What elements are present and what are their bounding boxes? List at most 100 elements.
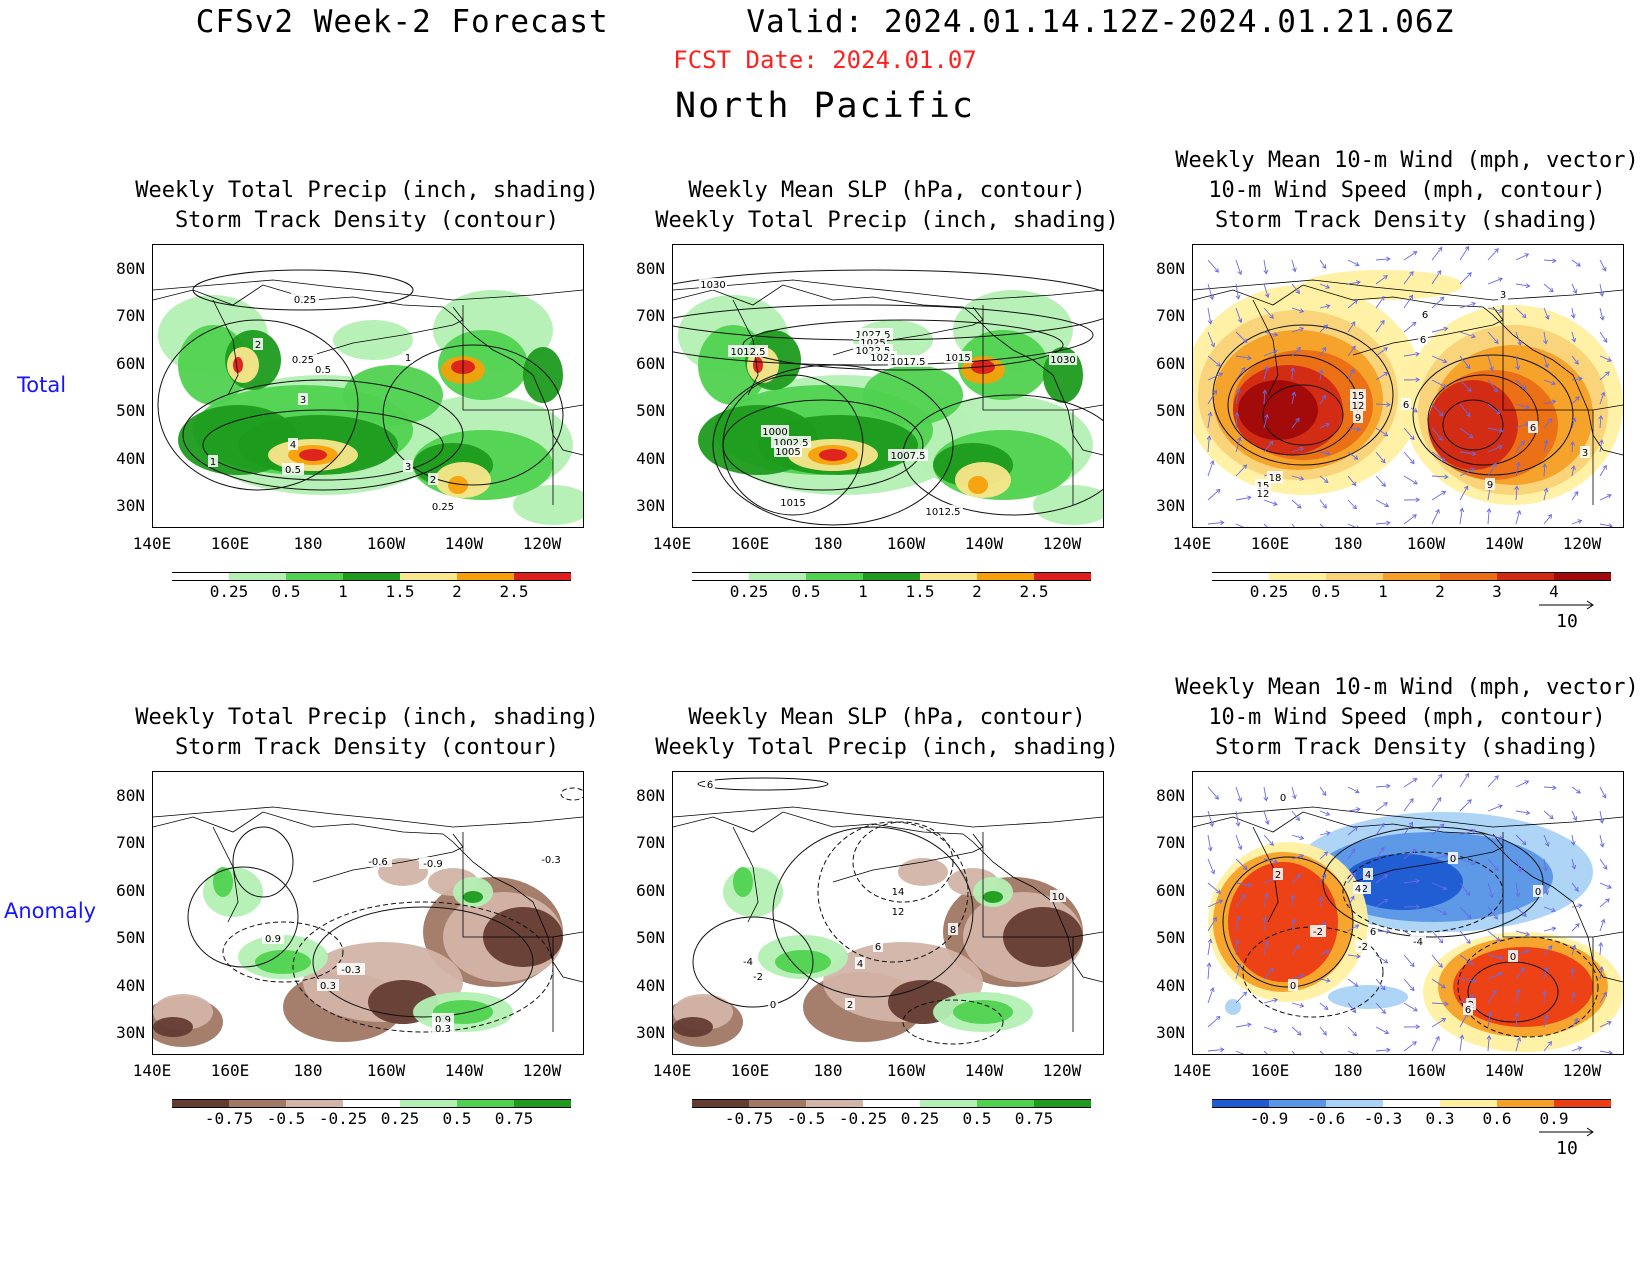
- wind-vector: [1571, 786, 1581, 794]
- colorbar-label: -0.75: [724, 1109, 774, 1128]
- wind-vector: [1487, 403, 1501, 415]
- panel-title-line-1: Weekly Total Precip (inch, shading): [135, 705, 599, 730]
- svg-text:1015: 1015: [780, 498, 805, 509]
- shade-region-10: [1428, 380, 1518, 470]
- wind-vector: [1375, 319, 1385, 333]
- shade-region-18: [463, 891, 483, 903]
- svg-text:4: 4: [857, 959, 863, 970]
- svg-text:1012.5: 1012.5: [926, 507, 961, 518]
- svg-text:1007.5: 1007.5: [891, 451, 926, 462]
- panel-title-line-3: Storm Track Density (shading): [1214, 735, 1600, 760]
- wind-vector: [1375, 954, 1389, 964]
- wind-vector: [1431, 906, 1447, 915]
- wind-vector: [1459, 272, 1472, 285]
- wind-vector: [1571, 1046, 1583, 1052]
- wind-vector: [1263, 283, 1270, 298]
- wind-vector: [1431, 326, 1449, 333]
- contour-label: 4: [1363, 868, 1373, 881]
- lat-tick-label: 60N: [1156, 354, 1185, 373]
- wind-vector: [1543, 945, 1553, 956]
- shade-region-15: [523, 347, 563, 403]
- contour-line-1: [817, 821, 969, 963]
- contour-line-0: [1212, 324, 1394, 466]
- wind-vector: [1375, 256, 1391, 262]
- wind-vector: [1515, 403, 1531, 410]
- colorbar-segment: [1440, 572, 1497, 581]
- shade-region-10: [1453, 947, 1593, 1027]
- shade-region-16: [953, 1000, 1013, 1024]
- panel-title-total-wind: Weekly Mean 10-m Wind (mph, vector) 10-m …: [1147, 146, 1650, 236]
- colorbar: 0.25 0.5 1 1.5 2 2.5: [172, 572, 571, 601]
- wind-vector: [1291, 1050, 1295, 1054]
- lon-tick-label: 180: [1333, 1061, 1363, 1080]
- lon-tick-label: 140E: [1172, 534, 1212, 553]
- wind-vector: [1515, 1036, 1522, 1052]
- wind-vector: [1459, 978, 1477, 984]
- wind-vector: [1263, 1050, 1268, 1054]
- shade-region-15: [255, 950, 311, 974]
- lon-tick-label: 140W: [444, 534, 484, 553]
- wind-vector: [1431, 773, 1443, 788]
- wind-vector: [1347, 451, 1359, 460]
- colorbar-segment: [1212, 572, 1269, 581]
- colorbar-label: 0.5: [271, 582, 301, 601]
- wind-vector: [1403, 798, 1414, 812]
- contour-line-0: [697, 777, 829, 791]
- wind-vector: [1347, 978, 1359, 987]
- wind-vector: [1375, 874, 1388, 884]
- contour-label: -2: [1310, 925, 1326, 938]
- lat-tick-label: 70N: [636, 306, 665, 325]
- wind-vector: [1319, 475, 1329, 483]
- wind-vector: [1403, 475, 1418, 485]
- wind-vector: [1515, 810, 1531, 816]
- wind-vector: [1487, 444, 1503, 453]
- contour-label: 1012.5: [923, 505, 963, 518]
- lon-tick-label: 160E: [1250, 1061, 1290, 1080]
- wind-vector: [1431, 882, 1448, 891]
- wind-vector: [1431, 379, 1447, 388]
- contour-label: 6: [1528, 421, 1538, 434]
- svg-text:3: 3: [405, 462, 411, 473]
- wind-vector: [1515, 882, 1521, 898]
- wind-vector: [1431, 490, 1447, 501]
- wind-vector: [1487, 804, 1503, 812]
- colorbar-segment: [514, 572, 571, 581]
- wind-vector: [1375, 451, 1386, 464]
- svg-text:4: 4: [290, 440, 296, 451]
- lat-tick-label: 30N: [116, 1023, 145, 1042]
- wind-vector: [1543, 1014, 1549, 1028]
- coastline: [673, 806, 1103, 983]
- colorbar-segment: [400, 1099, 457, 1108]
- wind-vector: [1235, 858, 1248, 871]
- wind-vector: [1263, 940, 1269, 956]
- svg-text:0: 0: [1280, 793, 1286, 804]
- wind-vector: [1291, 346, 1302, 357]
- wind-vector: [1206, 962, 1212, 980]
- colorbar-segment: [920, 1099, 977, 1108]
- wind-vector: [1543, 858, 1548, 872]
- panel-title-line-2: Storm Track Density (contour): [174, 208, 560, 233]
- wind-vector: [1207, 307, 1213, 325]
- political-border: [462, 305, 583, 505]
- colorbar-segment: [1383, 1099, 1440, 1108]
- contour-label: -2: [1355, 940, 1371, 953]
- lon-tick-label: 120W: [1042, 1061, 1082, 1080]
- wind-vector: [1598, 414, 1604, 429]
- wind-vector: [1459, 882, 1471, 897]
- lon-tick-label: 140E: [652, 534, 692, 553]
- contour-label: 4: [1353, 882, 1363, 895]
- wind-vector: [1403, 514, 1417, 525]
- colorbar-segment: [1212, 1099, 1269, 1108]
- lat-tick-label: 40N: [1156, 976, 1185, 995]
- wind-vector: [1515, 253, 1530, 261]
- wind-vector: [1403, 377, 1421, 383]
- svg-text:1025: 1025: [860, 338, 885, 349]
- wind-vector: [1263, 786, 1269, 802]
- panel-title-anom-wind: Weekly Mean 10-m Wind (mph, vector) 10-m …: [1147, 673, 1650, 763]
- svg-text:2: 2: [430, 475, 436, 486]
- lat-tick-label: 70N: [116, 306, 145, 325]
- wind-vector: [1543, 418, 1553, 429]
- wind-vector: [1207, 411, 1213, 429]
- wind-vector: [1263, 413, 1269, 429]
